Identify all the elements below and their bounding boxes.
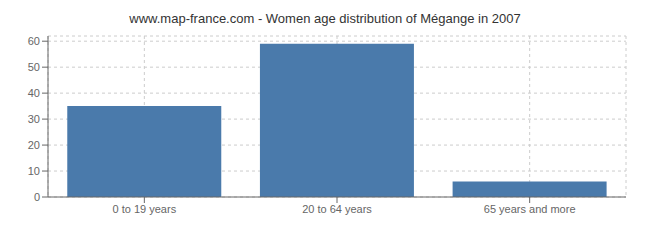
svg-text:0 to 19 years: 0 to 19 years: [113, 203, 177, 215]
svg-text:20 to 64 years: 20 to 64 years: [302, 203, 372, 215]
html-text:www.map-france.com - Women age: www.map-france.com - Women age distribut…: [129, 11, 521, 26]
svg-text:30: 30: [28, 113, 40, 125]
svg-text:20: 20: [28, 139, 40, 151]
svg-text:60: 60: [28, 35, 40, 47]
svg-text:10: 10: [28, 165, 40, 177]
svg-text:50: 50: [28, 61, 40, 73]
svg-text:40: 40: [28, 87, 40, 99]
svg-text:65 years and more: 65 years and more: [484, 203, 576, 215]
svg-text:0: 0: [34, 191, 40, 203]
